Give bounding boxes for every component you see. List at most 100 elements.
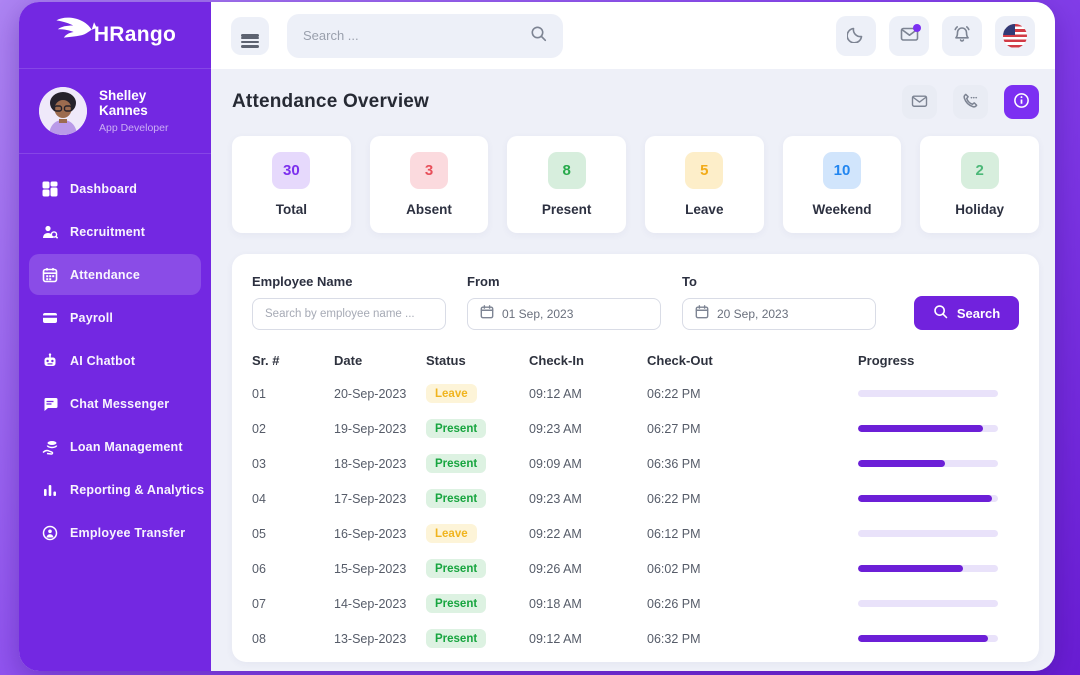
- menu-toggle-button[interactable]: [231, 16, 269, 55]
- attendance-panel: Employee Name From 01 Sep, 2023 To: [232, 254, 1039, 662]
- column-header: Check-In: [529, 352, 584, 368]
- stat-value: 8: [547, 152, 586, 189]
- hamburger-icon: [241, 34, 259, 48]
- stat-label: Holiday: [955, 202, 1005, 217]
- sidebar-item-label: Employee Transfer: [70, 525, 186, 540]
- to-date-filter: To 20 Sep, 2023: [682, 274, 876, 330]
- sidebar-item-attendance[interactable]: Attendance: [29, 254, 201, 295]
- cell-check-out: 06:27 PM: [647, 421, 701, 436]
- cell-check-out: 06:26 PM: [647, 596, 701, 611]
- language-button[interactable]: [995, 15, 1035, 56]
- progress-bar: [858, 495, 998, 502]
- call-button[interactable]: [953, 85, 988, 119]
- search-icon: [933, 304, 948, 322]
- wing-logo-icon: [54, 13, 97, 44]
- sidebar-item-label: Reporting & Analytics: [70, 482, 205, 497]
- cell-progress: [858, 600, 998, 607]
- status-badge: Leave: [426, 384, 477, 404]
- cell-check-in: 09:23 AM: [529, 421, 582, 436]
- sidebar-item-loan-management[interactable]: Loan Management: [29, 426, 201, 467]
- table-row[interactable]: 05 16-Sep-2023 Leave 09:22 AM 06:12 PM: [252, 516, 1019, 551]
- table-row[interactable]: 06 15-Sep-2023 Present 09:26 AM 06:02 PM: [252, 551, 1019, 586]
- from-date-input[interactable]: 01 Sep, 2023: [467, 298, 661, 330]
- brand-logo[interactable]: HRango: [19, 2, 211, 69]
- table-row[interactable]: 07 14-Sep-2023 Present 09:18 AM 06:26 PM: [252, 586, 1019, 621]
- table-row[interactable]: 04 17-Sep-2023 Present 09:23 AM 06:22 PM: [252, 481, 1019, 516]
- sidebar-item-payroll[interactable]: Payroll: [29, 297, 201, 338]
- user-name: Shelley Kannes: [99, 88, 148, 118]
- loan-management-icon: [41, 438, 58, 455]
- stat-label: Present: [541, 202, 592, 217]
- dark-mode-button[interactable]: [836, 15, 876, 56]
- sidebar-nav: Dashboard Recruitment Attendance Payroll…: [19, 154, 211, 569]
- page-header: Attendance Overview: [232, 85, 1039, 119]
- sidebar-item-reporting-analytics[interactable]: Reporting & Analytics: [29, 469, 205, 510]
- sidebar: HRango Shelley Kannes App Developer: [19, 2, 211, 671]
- sidebar-item-label: AI Chatbot: [70, 353, 136, 368]
- page-content: Attendance Overview 30 Total: [211, 69, 1055, 671]
- table-row[interactable]: 01 20-Sep-2023 Leave 09:12 AM 06:22 PM: [252, 376, 1019, 411]
- app-window: HRango Shelley Kannes App Developer: [19, 2, 1055, 671]
- sidebar-item-label: Dashboard: [70, 181, 138, 196]
- cell-check-in: 09:22 AM: [529, 526, 582, 541]
- cell-sr: 06: [252, 561, 266, 576]
- reporting-analytics-icon: [41, 481, 58, 498]
- cell-progress: [858, 390, 998, 397]
- cell-check-out: 06:02 PM: [647, 561, 701, 576]
- stat-card-present: 8 Present: [507, 136, 626, 233]
- messages-button[interactable]: [889, 15, 929, 56]
- cell-date: 18-Sep-2023: [334, 456, 407, 471]
- search-button-label: Search: [956, 305, 1001, 321]
- cell-progress: [858, 530, 998, 537]
- employee-name-input[interactable]: [265, 308, 433, 320]
- notifications-button[interactable]: [942, 15, 982, 56]
- cell-date: 20-Sep-2023: [334, 386, 407, 401]
- to-date-input[interactable]: 20 Sep, 2023: [682, 298, 876, 330]
- stat-card-leave: 5 Leave: [644, 136, 764, 233]
- cell-sr: 07: [252, 596, 266, 611]
- progress-bar: [858, 460, 998, 467]
- cell-sr: 08: [252, 631, 266, 646]
- cell-date: 13-Sep-2023: [334, 631, 407, 646]
- search-button[interactable]: Search: [914, 296, 1019, 330]
- sidebar-item-label: Attendance: [70, 267, 141, 282]
- table-row[interactable]: 03 18-Sep-2023 Present 09:09 AM 06:36 PM: [252, 446, 1019, 481]
- status-badge: Present: [426, 629, 487, 649]
- cell-check-out: 06:12 PM: [647, 526, 701, 541]
- filter-bar: Employee Name From 01 Sep, 2023 To: [252, 274, 1019, 330]
- employee-name-filter: Employee Name: [252, 274, 446, 330]
- info-icon: [1013, 92, 1030, 112]
- user-avatar: [39, 87, 87, 135]
- sidebar-item-label: Loan Management: [70, 439, 183, 454]
- table-row[interactable]: 02 19-Sep-2023 Present 09:23 AM 06:27 PM: [252, 411, 1019, 446]
- global-search[interactable]: [287, 13, 563, 58]
- info-button[interactable]: [1004, 85, 1039, 119]
- sidebar-item-recruitment[interactable]: Recruitment: [29, 211, 201, 252]
- sidebar-item-ai-chatbot[interactable]: AI Chatbot: [29, 340, 201, 381]
- progress-bar: [858, 635, 998, 642]
- cell-status: Present: [426, 454, 529, 474]
- phone-icon: [962, 92, 979, 112]
- stat-value: 5: [685, 152, 724, 189]
- cell-sr: 02: [252, 421, 266, 436]
- user-info: Shelley Kannes App Developer: [99, 88, 195, 134]
- ai-chatbot-icon: [41, 352, 58, 369]
- us-flag-icon: [1003, 23, 1027, 48]
- calendar-icon: [480, 304, 494, 324]
- from-date-label: From: [467, 274, 500, 289]
- table-row[interactable]: 08 13-Sep-2023 Present 09:12 AM 06:32 PM: [252, 621, 1019, 656]
- stat-value: 30: [272, 152, 311, 189]
- cell-check-out: 06:22 PM: [647, 491, 701, 506]
- column-header: Progress: [858, 352, 915, 368]
- sidebar-item-dashboard[interactable]: Dashboard: [29, 168, 201, 209]
- sidebar-item-employee-transfer[interactable]: Employee Transfer: [29, 512, 201, 553]
- cell-progress: [858, 565, 998, 572]
- cell-check-in: 09:23 AM: [529, 491, 582, 506]
- stat-label: Total: [275, 202, 307, 217]
- cell-progress: [858, 425, 998, 432]
- email-button[interactable]: [902, 85, 937, 119]
- search-input[interactable]: [303, 28, 520, 43]
- user-profile[interactable]: Shelley Kannes App Developer: [19, 69, 211, 154]
- sidebar-item-chat-messenger[interactable]: Chat Messenger: [29, 383, 201, 424]
- progress-bar: [858, 600, 998, 607]
